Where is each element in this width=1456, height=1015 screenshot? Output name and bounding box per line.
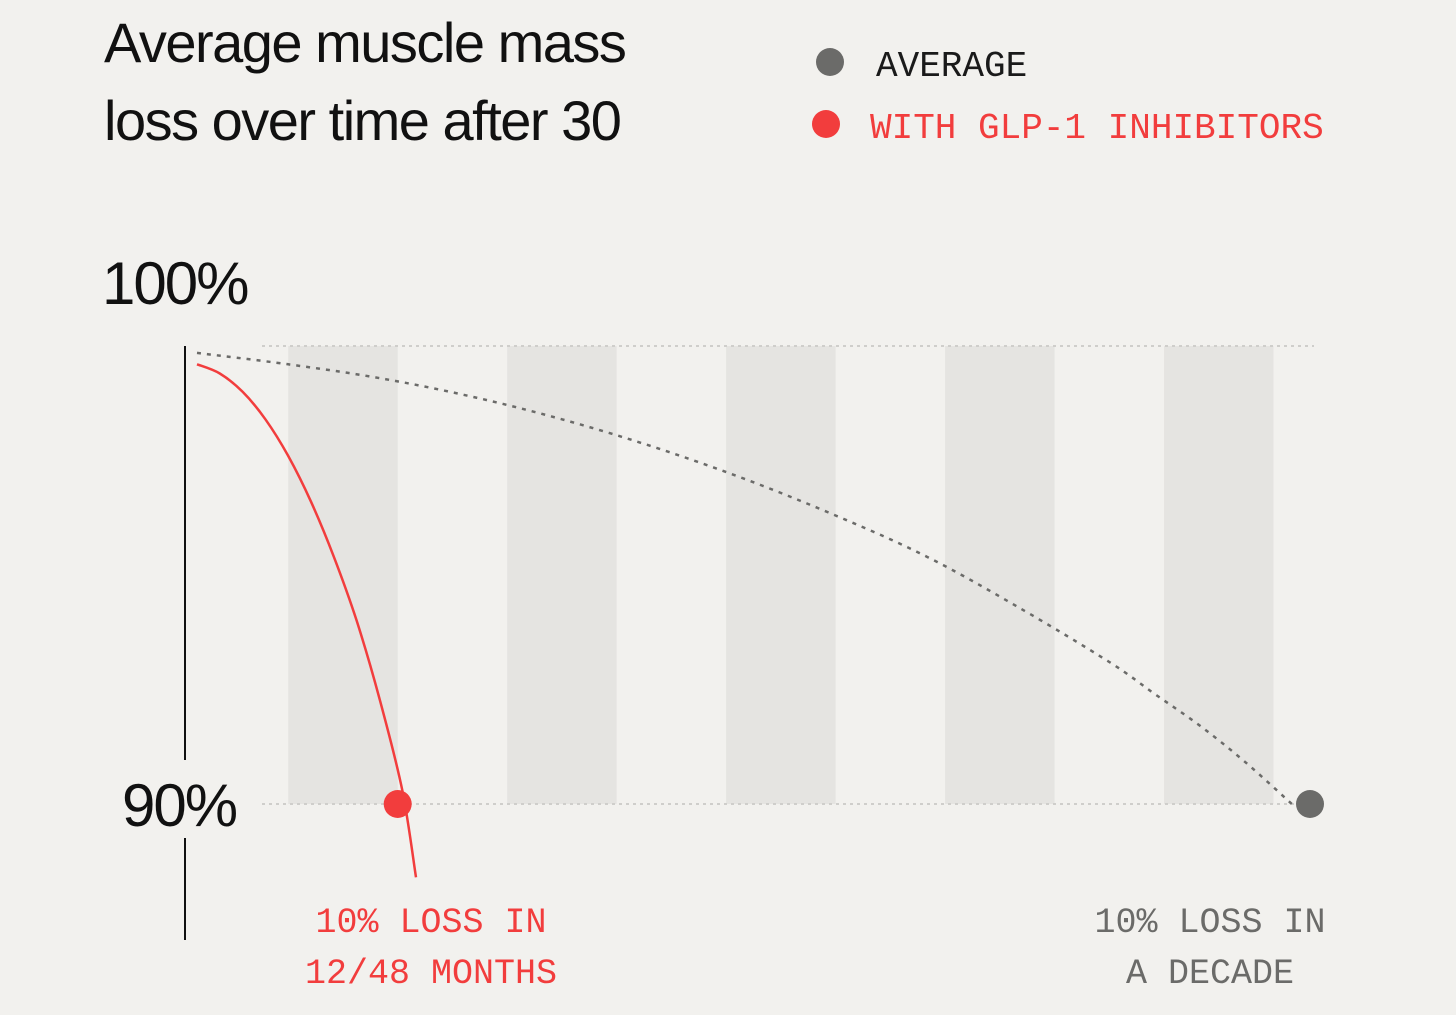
chart-title-line-1: Average muscle mass	[104, 11, 625, 74]
annotation-glp1-line-2: 12/48 MONTHS	[305, 954, 557, 994]
background-bands	[288, 346, 1274, 804]
legend: AVERAGE WITH GLP-1 INHIBITORS	[812, 46, 1324, 149]
legend-average-dot	[816, 48, 844, 76]
band-3	[726, 346, 836, 804]
highlight-point-average	[1296, 790, 1324, 818]
annotation-average-line-2: A DECADE	[1126, 954, 1294, 994]
legend-glp1-label: WITH GLP-1 INHIBITORS	[870, 108, 1324, 149]
legend-average-label: AVERAGE	[876, 46, 1027, 87]
y-tick-label-90: 90%	[122, 772, 237, 839]
series-lines	[196, 351, 1293, 878]
chart-title-line-2: loss over time after 30	[104, 89, 620, 152]
series-line-glp1	[196, 363, 418, 878]
band-1	[288, 346, 398, 804]
reference-lines	[262, 345, 1314, 805]
highlight-point-glp1	[383, 790, 412, 818]
y-tick-labels: 100% 90%	[102, 250, 250, 839]
annotation-average-line-1: 10% LOSS IN	[1094, 903, 1325, 943]
legend-glp1-dot	[812, 110, 840, 138]
annotations: 10% LOSS IN 12/48 MONTHS 10% LOSS IN A DECA…	[305, 903, 1326, 994]
band-2	[507, 346, 617, 804]
highlight-points	[383, 790, 1324, 818]
y-tick-label-100: 100%	[102, 250, 248, 317]
annotation-glp1-line-1: 10% LOSS IN	[315, 903, 546, 943]
band-5	[1164, 346, 1274, 804]
series-line-average	[196, 351, 1293, 805]
